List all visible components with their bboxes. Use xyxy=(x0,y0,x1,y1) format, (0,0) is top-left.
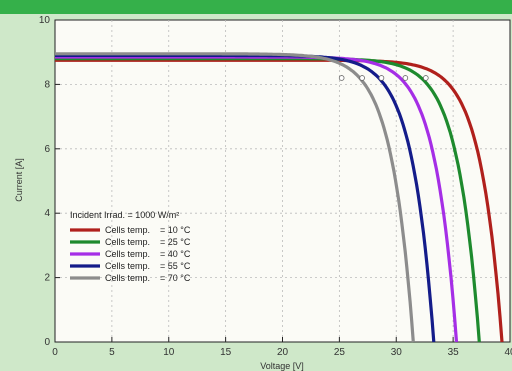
header-stripe xyxy=(0,0,512,14)
x-tick-label: 5 xyxy=(109,347,115,358)
legend-value-0: = 10 °C xyxy=(160,225,191,235)
legend-value-1: = 25 °C xyxy=(160,237,191,247)
y-axis-title: Current [A] xyxy=(14,158,24,202)
x-axis-ticks: 0 5 10 15 20 25 30 35 40 xyxy=(52,337,512,358)
x-tick-label: 35 xyxy=(448,347,460,358)
legend-value-2: = 40 °C xyxy=(160,249,191,259)
legend-value-3: = 55 °C xyxy=(160,261,191,271)
legend-value-4: = 70 °C xyxy=(160,273,191,283)
y-tick-label: 10 xyxy=(39,15,51,26)
x-axis-title: Voltage [V] xyxy=(260,361,304,371)
mpp-point-1 xyxy=(402,75,409,81)
mpp-point-3 xyxy=(359,75,365,81)
y-tick-label: 2 xyxy=(44,273,50,284)
mpp-point-2 xyxy=(378,75,385,81)
y-tick-label: 0 xyxy=(44,337,50,348)
series-line-4 xyxy=(55,52,415,343)
legend-label-3: Cells temp. xyxy=(105,261,150,271)
x-tick-label: 40 xyxy=(504,347,512,358)
y-axis-ticks: 0 2 4 6 8 10 xyxy=(39,15,60,348)
legend: Incident Irrad. = 1000 W/m² Cells temp. =… xyxy=(70,210,191,283)
mpp-point-0 xyxy=(423,75,429,81)
x-tick-label: 20 xyxy=(277,347,289,358)
legend-label-4: Cells temp. xyxy=(105,273,150,283)
legend-title: Incident Irrad. = 1000 W/m² xyxy=(70,210,179,220)
x-tick-label: 10 xyxy=(163,347,175,358)
y-tick-label: 8 xyxy=(44,79,50,90)
y-tick-label: 4 xyxy=(44,208,50,219)
x-tick-label: 25 xyxy=(334,347,346,358)
y-tick-label: 6 xyxy=(44,144,50,155)
series-curves xyxy=(55,52,504,343)
mpp-point-4 xyxy=(338,75,345,81)
x-tick-label: 30 xyxy=(391,347,403,358)
legend-label-1: Cells temp. xyxy=(105,237,150,247)
legend-label-0: Cells temp. xyxy=(105,225,150,235)
mpp-markers xyxy=(338,75,429,81)
legend-label-2: Cells temp. xyxy=(105,249,150,259)
x-tick-label: 0 xyxy=(52,347,58,358)
x-tick-label: 15 xyxy=(220,347,232,358)
